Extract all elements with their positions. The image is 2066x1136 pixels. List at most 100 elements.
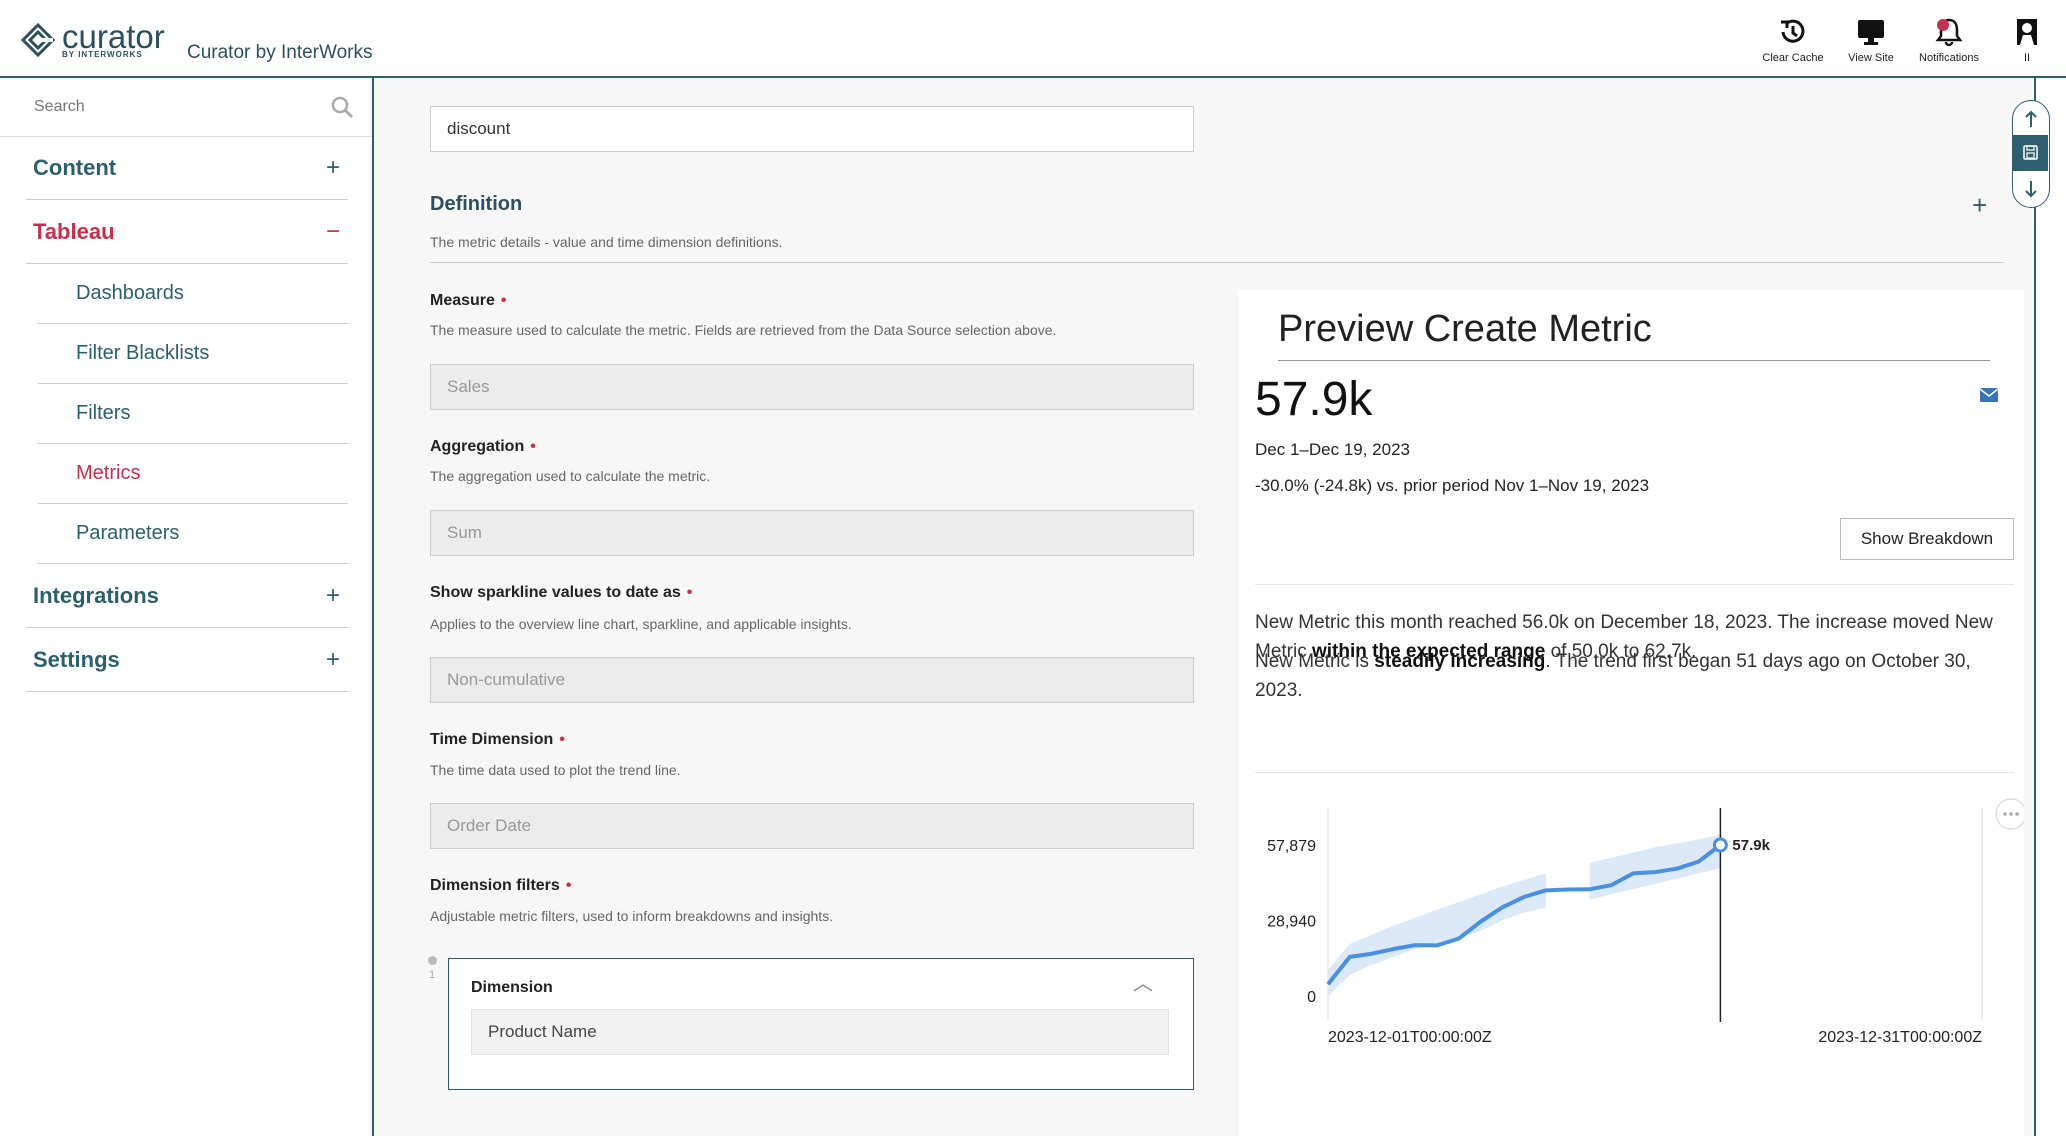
definition-title: Definition — [430, 193, 523, 215]
top-field-input[interactable]: discount — [430, 106, 1194, 152]
sparkline-label: Show sparkline values to date as • — [430, 584, 692, 602]
series-line — [1326, 843, 1722, 986]
measure-field[interactable]: Sales — [430, 364, 1194, 410]
definition-expand-icon[interactable]: + — [1972, 190, 1988, 220]
dimension-filters-label-text: Dimension filters — [430, 877, 560, 894]
insight-trend: New Metric is steadily increasing. The t… — [1255, 647, 2020, 705]
sidebar-section-settings[interactable]: Settings + — [26, 628, 348, 692]
more-options-dot — [2009, 812, 2013, 816]
arrow-down-icon[interactable] — [2022, 179, 2040, 199]
sidebar-nav: Content + Tableau − Dashboards Filter Bl… — [26, 136, 348, 692]
sidebar-section-content[interactable]: Content + — [26, 136, 348, 200]
sidebar-section-integrations[interactable]: Integrations + — [26, 564, 348, 628]
collapse-chevron-icon[interactable]: ︿ — [1133, 973, 1153, 995]
notifications-button[interactable]: Notifications — [1910, 16, 1988, 64]
required-mark: • — [500, 292, 507, 309]
dimension-card: Dimension ︿ Product Name — [448, 958, 1194, 1090]
curator-logo-icon — [20, 22, 56, 57]
aggregation-field[interactable]: Sum — [430, 510, 1194, 556]
curator-logo[interactable]: curator BY INTERWORKS — [20, 20, 165, 59]
dimension-filters-label: Dimension filters • — [430, 877, 571, 895]
section-label: Integrations — [33, 582, 159, 608]
notifications-label: Notifications — [1919, 52, 1979, 64]
search-icon[interactable] — [330, 95, 354, 119]
view-site-label: View Site — [1848, 52, 1894, 64]
expand-icon[interactable]: + — [325, 581, 340, 609]
sidebar: Content + Tableau − Dashboards Filter Bl… — [0, 78, 374, 1136]
preview-title: Preview Create Metric — [1278, 308, 1652, 350]
sidebar-section-tableau[interactable]: Tableau − — [26, 200, 348, 264]
y-tick-label: 57,879 — [1267, 838, 1316, 855]
sidebar-item-dashboards[interactable]: Dashboards — [38, 264, 348, 324]
preview-title-rule — [1278, 360, 1990, 361]
time-dimension-label-text: Time Dimension — [430, 731, 554, 748]
top-bar: curator BY INTERWORKS Curator by InterWo… — [0, 0, 2066, 78]
sparkline-label-text: Show sparkline values to date as — [430, 584, 681, 601]
insight-text: . The trend first began 51 days ago on O… — [1255, 651, 1971, 701]
arrow-up-icon[interactable] — [2022, 109, 2040, 129]
current-point — [1712, 837, 1728, 853]
sparkline-description: Applies to the overview line chart, spar… — [430, 616, 852, 632]
required-mark: • — [559, 731, 565, 748]
metric-line-chart: 57.9k 57,879 28,940 0 2023-12-01T00:00:00Z 20… — [1267, 798, 2024, 1046]
sidebar-item-filter-blacklists[interactable]: Filter Blacklists — [38, 324, 348, 384]
measure-label: Measure • — [430, 292, 507, 310]
insight-expected-range: New Metric this month reached 56.0k on D… — [1255, 608, 2020, 666]
sidebar-item-filters[interactable]: Filters — [38, 384, 348, 444]
measure-label-text: Measure — [430, 292, 495, 309]
divider — [1255, 772, 2014, 773]
top-actions: Clear Cache View Site Notifications — [1754, 16, 2066, 64]
metric-value: 57.9k — [1255, 373, 1373, 426]
show-breakdown-button[interactable]: Show Breakdown — [1840, 518, 2014, 560]
logo-sub: BY INTERWORKS — [62, 50, 143, 59]
aggregation-label-text: Aggregation — [430, 438, 525, 455]
metric-change: -30.0% (-24.8k) vs. prior period Nov 1–N… — [1255, 476, 1650, 495]
sidebar-item-metrics[interactable]: Metrics — [38, 444, 348, 504]
view-site-button[interactable]: View Site — [1832, 16, 1910, 64]
dimension-filters-description: Adjustable metric filters, used to infor… — [430, 908, 834, 924]
expand-icon[interactable]: + — [325, 645, 340, 673]
save-icon — [2023, 145, 2038, 160]
y-tick-label: 28,940 — [1267, 913, 1316, 930]
x-tick-label: 2023-12-31T00:00:00Z — [1818, 1029, 1982, 1046]
expand-icon[interactable]: + — [325, 153, 340, 181]
insight-text: of 50.0k to 62.7k. — [1545, 641, 1697, 662]
y-tick-label: 0 — [1307, 989, 1316, 1006]
search-input[interactable] — [32, 88, 326, 126]
bell-icon — [1935, 18, 1963, 47]
clear-cache-button[interactable]: Clear Cache — [1754, 16, 1832, 64]
divider — [430, 262, 2004, 263]
aggregation-label: Aggregation • — [430, 438, 536, 456]
expected-range-band — [1589, 834, 1721, 900]
clear-cache-label: Clear Cache — [1762, 52, 1824, 64]
user-icon — [2017, 19, 2037, 45]
time-dimension-description: The time data used to plot the trend lin… — [430, 762, 681, 778]
main-panel-border — [2034, 78, 2036, 1136]
collapse-icon[interactable]: − — [325, 217, 340, 245]
dimension-value-field[interactable]: Product Name — [471, 1009, 1169, 1055]
insight-text: New Metric is — [1255, 651, 1375, 672]
save-button[interactable] — [2013, 135, 2048, 171]
monitor-icon — [1858, 20, 1884, 45]
section-label: Content — [33, 154, 117, 180]
sidebar-search — [0, 78, 372, 137]
aggregation-description: The aggregation used to calculate the me… — [430, 468, 711, 484]
required-mark: • — [530, 438, 536, 455]
dimension-index-number: 1 — [428, 969, 436, 981]
page-scroll-nav — [2012, 100, 2050, 208]
sparkline-field[interactable]: Non-cumulative — [430, 657, 1194, 703]
dimension-index[interactable]: 1 — [424, 956, 440, 981]
sidebar-item-parameters[interactable]: Parameters — [38, 504, 348, 564]
x-tick-label: 2023-12-01T00:00:00Z — [1328, 1029, 1492, 1046]
current-value-label: 57.9k — [1732, 837, 1770, 854]
envelope-icon[interactable] — [1980, 388, 1998, 402]
user-menu-button[interactable]: II — [1988, 16, 2066, 64]
drag-handle-icon[interactable] — [427, 956, 437, 965]
user-label: II — [2023, 52, 2031, 64]
time-dimension-field[interactable]: Order Date — [430, 803, 1194, 849]
insight-emphasis: within the expected range — [1312, 641, 1546, 662]
required-mark: • — [686, 584, 693, 601]
preview-panel: Preview Create Metric 57.9k Dec 1–Dec 19… — [1238, 290, 2024, 1136]
insight-text: New Metric this month reached 56.0k on D… — [1255, 612, 1993, 662]
metric-date-range: Dec 1–Dec 19, 2023 — [1255, 440, 1410, 459]
